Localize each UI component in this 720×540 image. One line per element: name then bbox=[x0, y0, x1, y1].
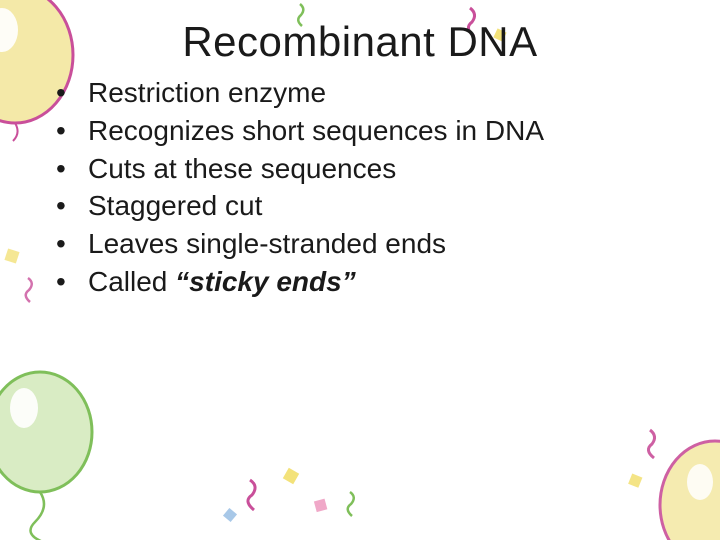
list-item-emphasis: “sticky ends” bbox=[175, 266, 356, 297]
bullet-list: Restriction enzyme Recognizes short sequ… bbox=[40, 74, 680, 301]
slide-content: Recombinant DNA Restriction enzyme Recog… bbox=[0, 0, 720, 301]
list-item: Recognizes short sequences in DNA bbox=[48, 112, 680, 150]
balloon-bottom-left bbox=[0, 372, 92, 540]
list-item-prefix: Called bbox=[88, 266, 175, 297]
list-item: Staggered cut bbox=[48, 187, 680, 225]
list-item: Called “sticky ends” bbox=[48, 263, 680, 301]
list-item: Restriction enzyme bbox=[48, 74, 680, 112]
list-item: Leaves single-stranded ends bbox=[48, 225, 680, 263]
confetti-bottom-center bbox=[223, 468, 354, 522]
slide-title: Recombinant DNA bbox=[40, 18, 680, 66]
list-item: Cuts at these sequences bbox=[48, 150, 680, 188]
balloon-bottom-right bbox=[628, 430, 720, 540]
